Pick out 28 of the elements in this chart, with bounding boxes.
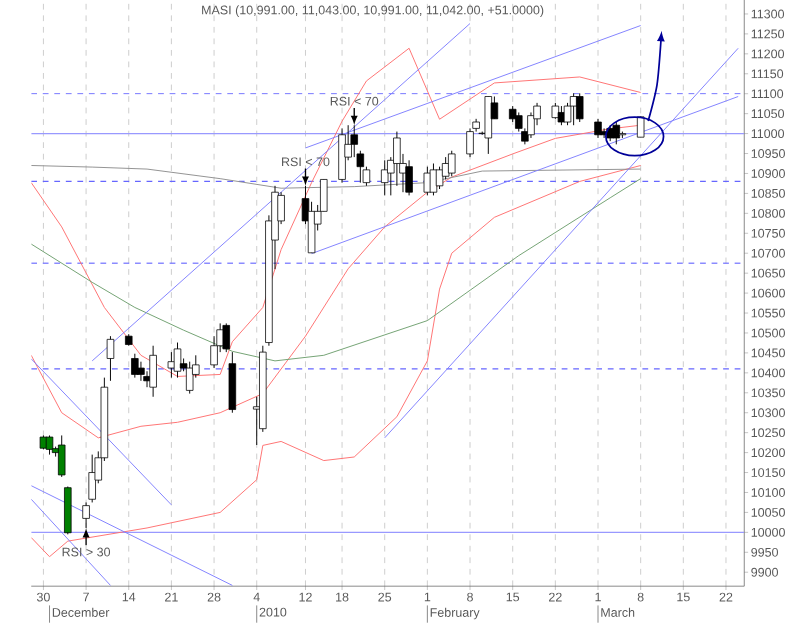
candlestick: [380, 159, 389, 196]
candlestick: [149, 344, 157, 397]
candlestick: [484, 95, 493, 155]
candlestick: [466, 127, 474, 158]
line-series: [31, 47, 642, 377]
candlestick: [435, 165, 444, 190]
candlestick: [448, 149, 456, 177]
line-series: [31, 124, 642, 439]
candlestick: [131, 352, 139, 378]
candlestick: [338, 127, 346, 183]
candlestick: [405, 159, 413, 196]
candlestick: [173, 341, 182, 378]
candlestick: [594, 118, 602, 139]
candlestick: [429, 162, 438, 196]
candlestick: [557, 105, 566, 126]
candlestick: [527, 111, 535, 139]
candlestick: [64, 485, 72, 535]
candlestick: [575, 92, 584, 123]
line-series: [31, 177, 642, 362]
candlestick: [222, 322, 230, 353]
candlestick: [167, 351, 176, 378]
candlestick: [45, 434, 54, 455]
candlestick: [185, 360, 194, 394]
line-series: [31, 164, 642, 557]
candlestick: [88, 453, 96, 503]
candlestick: [137, 360, 145, 381]
candlestick: [106, 335, 115, 381]
candlestick: [228, 351, 237, 413]
